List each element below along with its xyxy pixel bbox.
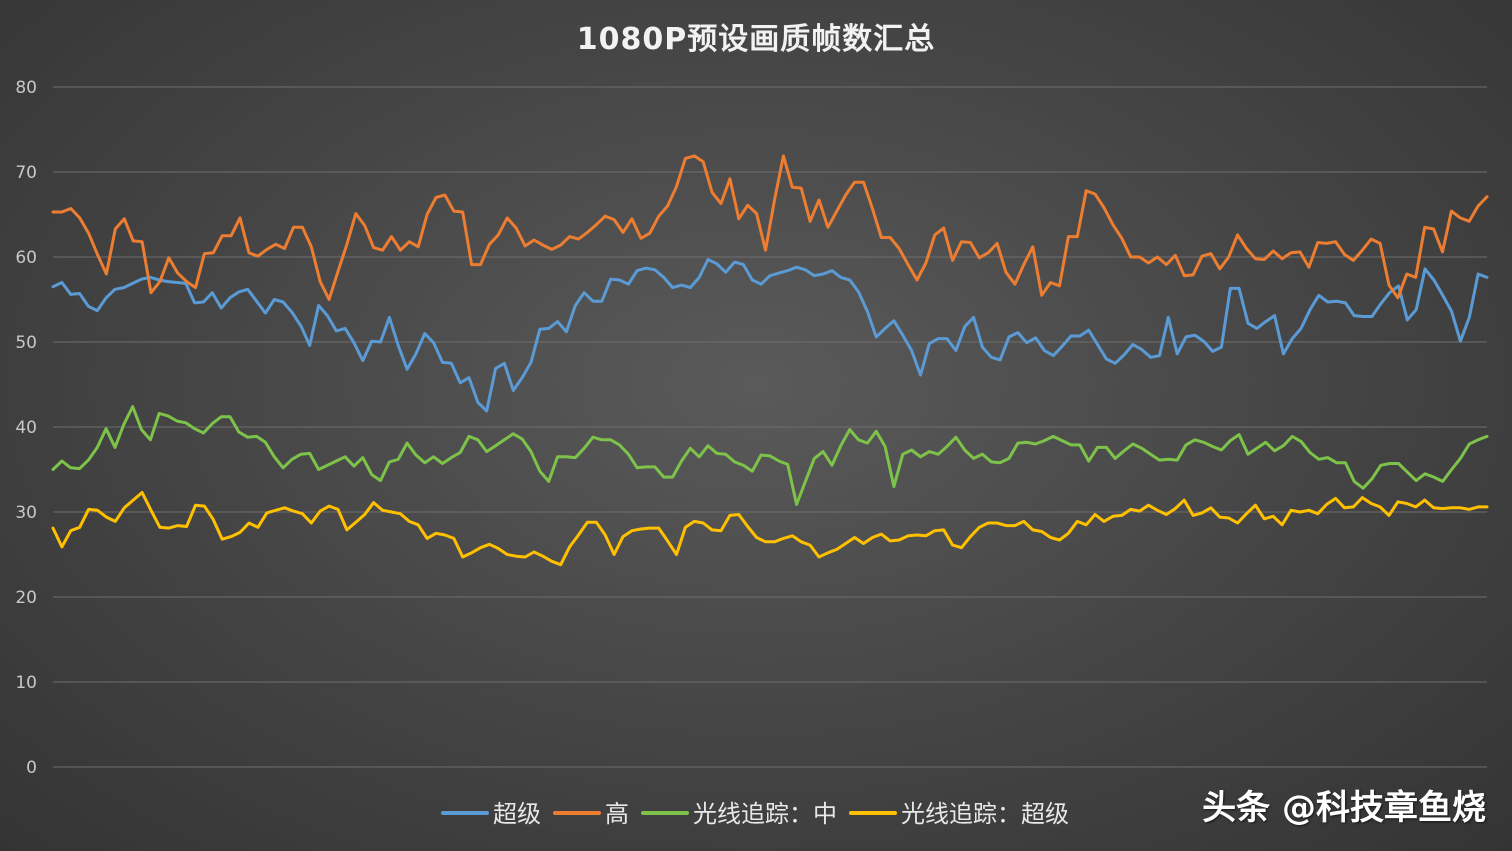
legend-label-3: 光线追踪：超级 — [901, 800, 1069, 828]
y-axis-ticks: 0 10 20 30 40 50 60 70 80 — [15, 78, 37, 778]
watermark: 头条 @科技章鱼烧 — [1202, 788, 1486, 828]
y-tick-label: 30 — [15, 503, 37, 523]
y-tick-label: 0 — [26, 758, 37, 778]
y-tick-label: 70 — [15, 163, 37, 183]
series-line-3 — [51, 491, 1489, 567]
y-tick-label: 80 — [15, 78, 37, 98]
y-tick-label: 50 — [15, 333, 37, 353]
y-tick-label: 40 — [15, 418, 37, 438]
legend-label-0: 超级 — [493, 800, 541, 828]
legend-label-1: 高 — [605, 800, 629, 828]
series-lines — [51, 154, 1489, 567]
legend: 超级 高 光线追踪：中 光线追踪：超级 — [441, 800, 1069, 828]
series-line-2 — [51, 405, 1489, 506]
y-tick-label: 10 — [15, 673, 37, 693]
series-line-0 — [51, 258, 1489, 413]
y-tick-label: 60 — [15, 248, 37, 268]
chart-title: 1080P预设画质帧数汇总 — [576, 22, 936, 57]
gridlines — [53, 86, 1487, 768]
y-tick-label: 20 — [15, 588, 37, 608]
legend-label-2: 光线追踪：中 — [693, 800, 837, 828]
series-line-1 — [51, 154, 1489, 301]
